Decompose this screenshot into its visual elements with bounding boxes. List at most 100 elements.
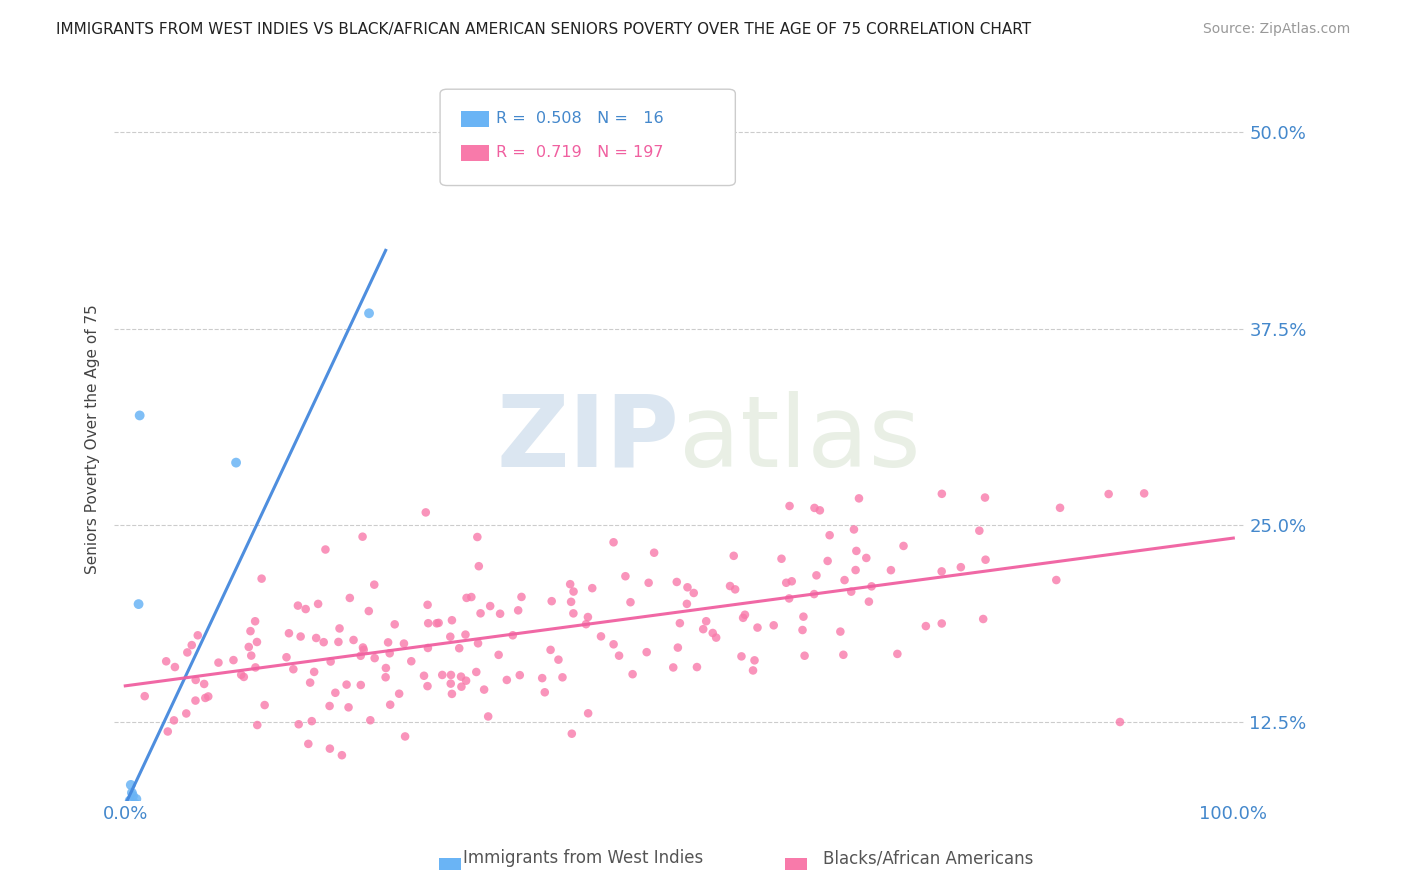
Point bbox=[676, 597, 699, 611]
Point bbox=[312, 635, 335, 649]
Point bbox=[125, 792, 148, 806]
Point bbox=[359, 713, 381, 727]
Point bbox=[176, 645, 198, 659]
Point bbox=[250, 572, 273, 586]
Point bbox=[440, 668, 463, 682]
Point bbox=[388, 687, 411, 701]
Text: R =  0.508   N =   16: R = 0.508 N = 16 bbox=[496, 112, 664, 126]
Point bbox=[560, 595, 582, 609]
Point bbox=[839, 584, 862, 599]
Point bbox=[283, 662, 305, 676]
Point bbox=[184, 693, 207, 707]
Point bbox=[718, 579, 741, 593]
Point bbox=[692, 622, 714, 636]
Point bbox=[302, 665, 325, 679]
Point bbox=[243, 614, 266, 628]
Text: IMMIGRANTS FROM WEST INDIES VS BLACK/AFRICAN AMERICAN SENIORS POVERTY OVER THE A: IMMIGRANTS FROM WEST INDIES VS BLACK/AFR… bbox=[56, 22, 1032, 37]
Point bbox=[394, 730, 416, 744]
Point bbox=[120, 814, 142, 828]
Point bbox=[187, 628, 209, 642]
Point bbox=[156, 724, 179, 739]
Point bbox=[551, 670, 574, 684]
Point bbox=[416, 598, 439, 612]
Point bbox=[792, 609, 814, 624]
Point bbox=[225, 456, 247, 470]
Point bbox=[253, 698, 276, 712]
Point bbox=[449, 641, 471, 656]
Point bbox=[931, 616, 953, 631]
Point bbox=[418, 616, 440, 631]
Point bbox=[174, 706, 197, 721]
Point bbox=[319, 655, 342, 669]
Point bbox=[342, 632, 364, 647]
Point bbox=[328, 622, 350, 636]
Point bbox=[778, 591, 800, 606]
Point bbox=[915, 619, 938, 633]
Point bbox=[858, 594, 880, 608]
Point bbox=[305, 631, 328, 645]
Point bbox=[779, 499, 801, 513]
Point bbox=[299, 675, 322, 690]
Point bbox=[328, 635, 350, 649]
Text: R =  0.719   N = 197: R = 0.719 N = 197 bbox=[496, 145, 664, 160]
Point bbox=[576, 610, 599, 624]
Point bbox=[508, 603, 530, 617]
Point bbox=[301, 714, 323, 728]
Y-axis label: Seniors Poverty Over the Age of 75: Seniors Poverty Over the Age of 75 bbox=[86, 304, 100, 574]
Point bbox=[931, 487, 953, 501]
Text: Immigrants from West Indies: Immigrants from West Indies bbox=[464, 849, 703, 867]
Point bbox=[318, 698, 340, 713]
Point bbox=[931, 565, 953, 579]
Point bbox=[325, 686, 347, 700]
Point bbox=[775, 575, 797, 590]
Point bbox=[134, 689, 156, 703]
Point bbox=[246, 718, 269, 732]
Point bbox=[128, 409, 150, 423]
Point bbox=[533, 685, 555, 699]
Point bbox=[276, 650, 298, 665]
Point bbox=[860, 579, 883, 593]
Point bbox=[792, 623, 814, 637]
Point bbox=[893, 539, 915, 553]
Point bbox=[949, 560, 972, 574]
Point bbox=[742, 664, 765, 678]
Point bbox=[120, 778, 142, 792]
Point bbox=[197, 690, 219, 704]
Point bbox=[294, 602, 316, 616]
Point bbox=[666, 640, 689, 655]
Point bbox=[439, 630, 461, 644]
Point bbox=[806, 568, 828, 582]
Point bbox=[540, 643, 562, 657]
Point bbox=[502, 628, 524, 642]
Point bbox=[339, 591, 361, 605]
Point bbox=[607, 648, 630, 663]
Point bbox=[470, 607, 492, 621]
Point bbox=[450, 680, 472, 694]
Point bbox=[121, 798, 143, 813]
Point bbox=[336, 678, 359, 692]
Point bbox=[128, 597, 150, 611]
Point bbox=[246, 635, 269, 649]
Point bbox=[124, 797, 146, 811]
Point bbox=[440, 676, 463, 690]
Point bbox=[468, 559, 491, 574]
Point bbox=[479, 599, 502, 613]
Point bbox=[682, 586, 704, 600]
Point bbox=[380, 698, 402, 712]
Point bbox=[602, 535, 624, 549]
Point bbox=[1133, 486, 1156, 500]
Point bbox=[686, 660, 709, 674]
Point bbox=[803, 587, 825, 601]
Point bbox=[415, 505, 437, 519]
Point bbox=[416, 640, 439, 655]
Point bbox=[122, 801, 145, 815]
Point bbox=[450, 670, 472, 684]
Point bbox=[222, 653, 245, 667]
Point bbox=[193, 677, 215, 691]
Point bbox=[427, 615, 450, 630]
Point bbox=[350, 678, 373, 692]
Point bbox=[426, 616, 449, 631]
Point bbox=[392, 636, 415, 650]
Point bbox=[1045, 573, 1067, 587]
Point bbox=[560, 577, 582, 591]
